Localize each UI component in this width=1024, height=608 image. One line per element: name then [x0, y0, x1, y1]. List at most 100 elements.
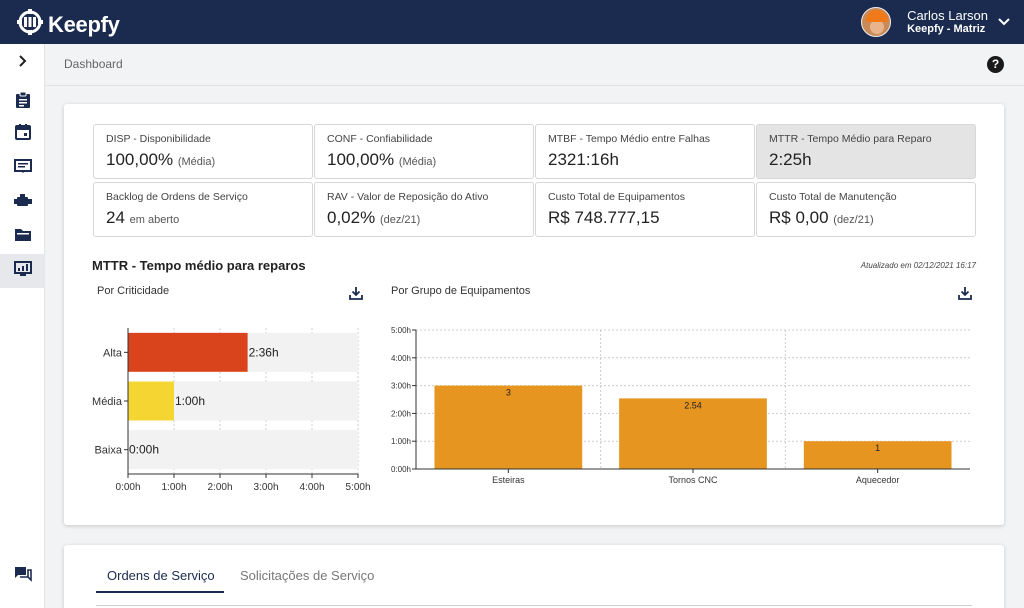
sidebar-item-documents[interactable]	[0, 220, 45, 254]
kpi-value: R$ 748.777,15	[548, 208, 660, 227]
value-label: 1	[875, 443, 880, 453]
bar	[128, 332, 248, 372]
y-tick-label: 1:00h	[391, 437, 411, 446]
keepfy-logo-icon	[16, 8, 44, 41]
bar	[619, 398, 767, 469]
sidebar-item-dashboard[interactable]	[0, 254, 45, 288]
chat-icon	[14, 566, 32, 587]
kpi-label: Backlog de Ordens de Serviço	[106, 191, 248, 203]
active-tab-indicator	[96, 591, 224, 593]
y-tick-label: 0:00h	[391, 465, 411, 474]
kpi-label: MTBF - Tempo Médio entre Falhas	[548, 133, 711, 145]
sidebar-item-requests[interactable]	[0, 151, 45, 185]
divider	[45, 85, 1024, 86]
value-label: 0:00h	[129, 443, 159, 457]
y-tick-label: 4:00h	[391, 354, 411, 363]
x-tick-label: 5:00h	[345, 482, 370, 493]
kpi-mttr[interactable]: MTTR - Tempo Médio para Reparo 2:25h	[756, 124, 976, 179]
download-icon[interactable]	[349, 286, 363, 305]
clipboard-icon	[15, 91, 31, 114]
kpi-value: 100,00%	[327, 150, 395, 169]
kpi-label: MTTR - Tempo Médio para Reparo	[769, 133, 932, 145]
kpi-custo-equipamentos[interactable]: Custo Total de Equipamentos R$ 748.777,1…	[535, 182, 755, 237]
chart-criticidade: 0:00h 1:00h 2:00h 3:00h 4:00h 5:00h Alta 2:36h M…	[92, 328, 371, 493]
kpi-suffix: (dez/21)	[379, 214, 421, 226]
chart-title-grupo: Por Grupo de Equipamentos	[391, 285, 531, 297]
kpi-rav[interactable]: RAV - Valor de Reposição do Ativo 0,02% …	[314, 182, 534, 237]
engine-icon	[13, 193, 32, 213]
section-title: MTTR - Tempo médio para reparos	[92, 258, 306, 273]
kpi-conf[interactable]: CONF - Confiabilidade 100,00% (Média)	[314, 124, 534, 179]
sidebar-item-equipment[interactable]	[0, 186, 45, 220]
user-menu[interactable]: Carlos Larson Keepfy - Matriz	[861, 7, 1010, 37]
category-label: Baixa	[94, 445, 122, 457]
kpi-suffix: em aberto	[129, 214, 180, 226]
kpi-custo-manutencao[interactable]: Custo Total de Manutenção R$ 0,00 (dez/2…	[756, 182, 976, 237]
user-name: Carlos Larson	[907, 7, 988, 23]
chart-title-criticidade: Por Criticidade	[97, 285, 170, 297]
bar-background	[128, 430, 358, 470]
y-tick-label: 5:00h	[391, 326, 411, 335]
sidebar-expand[interactable]	[0, 46, 45, 80]
avatar	[861, 7, 892, 37]
kpi-label: Custo Total de Manutenção	[769, 191, 897, 203]
kpi-value: 100,00%	[106, 150, 174, 169]
kpi-value: 2:25h	[769, 150, 812, 169]
kpi-value: R$ 0,00	[769, 208, 829, 227]
kpi-value: 2321:16h	[548, 150, 619, 169]
category-label: Aquecedor	[856, 475, 900, 485]
download-icon[interactable]	[958, 286, 972, 305]
y-tick-label: 3:00h	[391, 382, 411, 391]
x-tick-label: 1:00h	[161, 482, 186, 493]
kpi-label: RAV - Valor de Reposição do Ativo	[327, 191, 489, 203]
kpi-mtbf[interactable]: MTBF - Tempo Médio entre Falhas 2321:16h	[535, 124, 755, 179]
ticket-icon	[13, 158, 32, 178]
x-tick-label: 0:00h	[115, 482, 140, 493]
kpi-label: DISP - Disponibilidade	[106, 133, 211, 145]
sidebar-item-calendar[interactable]	[0, 117, 45, 151]
value-label: 2:36h	[249, 345, 279, 359]
bar	[803, 441, 952, 469]
updated-timestamp: Atualizado em 02/12/2021 16:17	[860, 261, 976, 270]
x-tick-label: 4:00h	[299, 482, 324, 493]
category-label: Esteiras	[492, 475, 525, 485]
chevron-down-icon[interactable]	[998, 13, 1010, 31]
help-icon[interactable]: ?	[987, 56, 1004, 73]
x-tick-label: 3:00h	[253, 482, 278, 493]
category-label: Alta	[103, 347, 123, 359]
calendar-icon	[14, 123, 31, 145]
orders-card	[64, 545, 1004, 608]
expand-icon	[18, 54, 28, 72]
bar	[434, 385, 583, 469]
folder-icon	[14, 227, 32, 247]
app-logo[interactable]: Keepfy	[16, 8, 120, 41]
kpi-label: Custo Total de Equipamentos	[548, 191, 685, 203]
sidebar-item-chat[interactable]	[0, 559, 45, 593]
kpi-value: 0,02%	[327, 208, 376, 227]
category-label: Tornos CNC	[668, 475, 718, 485]
category-label: Média	[92, 396, 123, 408]
divider	[96, 605, 972, 606]
kpi-backlog[interactable]: Backlog de Ordens de Serviço 24 em abert…	[93, 182, 313, 237]
sidebar	[0, 44, 45, 608]
user-org: Keepfy - Matriz	[907, 22, 986, 35]
tab-solicitacoes-servico[interactable]: Solicitações de Serviço	[240, 568, 375, 583]
top-bar: Keepfy Carlos Larson Keepfy - Matriz	[0, 0, 1024, 44]
app-name: Keepfy	[48, 11, 120, 37]
kpi-suffix: (Média)	[398, 156, 437, 168]
value-label: 2.54	[684, 400, 702, 410]
bar	[128, 381, 174, 421]
tab-ordens-servico[interactable]: Ordens de Serviço	[107, 568, 215, 583]
kpi-suffix: (Média)	[177, 156, 216, 168]
chart-grupo: 0:00h 1:00h 2:00h 3:00h 4:00h 5:00h 3 Esteiras 2…	[391, 326, 970, 485]
kpi-suffix: (dez/21)	[833, 214, 874, 226]
y-tick-label: 2:00h	[391, 409, 411, 418]
value-label: 1:00h	[175, 394, 205, 408]
value-label: 3	[506, 388, 511, 398]
kpi-disp[interactable]: DISP - Disponibilidade 100,00% (Média)	[93, 124, 313, 179]
sidebar-item-orders[interactable]	[0, 85, 45, 119]
kpi-label: CONF - Confiabilidade	[327, 133, 433, 145]
breadcrumb: Dashboard	[64, 57, 123, 71]
kpi-value: 24	[106, 208, 125, 227]
monitor-icon	[13, 260, 32, 282]
